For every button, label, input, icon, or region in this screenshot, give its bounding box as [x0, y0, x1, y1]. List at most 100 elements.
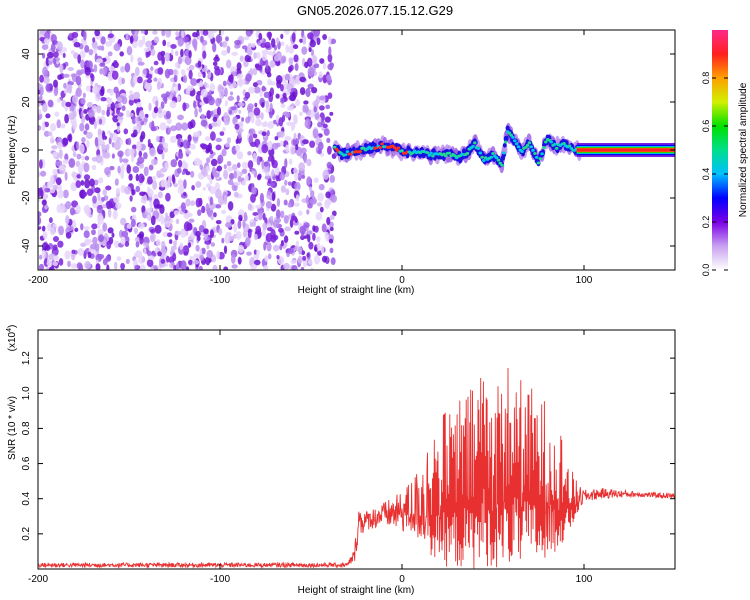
noise-speck [187, 134, 192, 143]
noise-speck [83, 230, 90, 239]
noise-speck [181, 30, 185, 39]
noise-speck [160, 215, 165, 225]
noise-speck [131, 115, 137, 125]
noise-speck [69, 207, 76, 216]
noise-speck [114, 261, 118, 270]
noise-speck [40, 170, 47, 177]
noise-speck [252, 212, 259, 216]
noise-speck [329, 214, 335, 220]
noise-speck [41, 44, 49, 50]
noise-speck [313, 30, 321, 37]
noise-speck [222, 126, 226, 132]
noise-speck [322, 34, 327, 40]
noise-speck [197, 60, 202, 68]
noise-speck [84, 45, 90, 53]
noise-speck [114, 103, 120, 109]
noise-speck [221, 50, 228, 56]
noise-speck [173, 74, 178, 83]
noise-speck [171, 85, 175, 93]
noise-speck [102, 150, 107, 158]
noise-speck [276, 255, 280, 260]
snr-y-label: SNR (10 * v/v) [7, 396, 18, 460]
noise-speck [64, 171, 68, 181]
noise-speck [288, 58, 293, 67]
noise-speck [248, 86, 255, 94]
noise-speck [210, 131, 216, 141]
track-peak [392, 146, 397, 150]
noise-speck [250, 42, 256, 48]
noise-speck [150, 66, 154, 72]
noise-speck [252, 82, 258, 88]
noise-speck [106, 109, 110, 117]
noise-speck [225, 222, 233, 228]
track-peak [525, 143, 530, 147]
noise-speck [79, 50, 86, 59]
noise-speck [200, 88, 208, 98]
noise-speck [161, 93, 168, 99]
noise-speck [131, 144, 137, 150]
noise-speck [292, 122, 296, 130]
noise-speck [45, 83, 51, 92]
noise-speck [251, 170, 255, 175]
noise-speck [97, 215, 104, 225]
noise-speck [280, 33, 284, 40]
noise-speck [316, 236, 321, 243]
noise-speck [185, 266, 190, 270]
track-peak [542, 146, 546, 150]
noise-speck [201, 205, 206, 214]
noise-speck [70, 50, 76, 55]
y-tick-label: 20 [21, 96, 32, 108]
noise-speck [141, 194, 148, 204]
noise-speck [139, 110, 145, 119]
noise-speck [263, 120, 268, 128]
noise-speck [114, 178, 119, 186]
noise-speck [41, 225, 46, 232]
noise-speck [130, 54, 134, 63]
noise-speck [133, 227, 138, 234]
noise-speck [297, 255, 303, 264]
noise-speck [156, 170, 162, 179]
noise-speck [180, 202, 186, 213]
noise-speck [126, 46, 133, 56]
noise-speck [128, 148, 135, 155]
noise-speck [55, 177, 62, 186]
noise-speck [162, 109, 167, 116]
noise-speck [208, 258, 212, 263]
noise-speck [216, 250, 220, 260]
noise-speck [274, 136, 279, 141]
noise-speck [287, 181, 292, 186]
noise-speck [265, 108, 271, 113]
noise-speck [71, 171, 78, 178]
noise-speck [139, 264, 146, 270]
noise-speck [48, 266, 55, 270]
noise-speck [89, 178, 95, 187]
noise-speck [330, 257, 336, 265]
noise-speck [150, 126, 157, 132]
noise-speck [280, 97, 285, 104]
noise-speck [320, 152, 325, 157]
noise-speck [67, 134, 72, 142]
noise-speck [157, 67, 164, 75]
noise-speck [96, 204, 103, 214]
noise-speck [249, 222, 254, 227]
track-peak [478, 151, 483, 155]
noise-speck [204, 136, 211, 142]
noise-speck [136, 141, 142, 151]
noise-speck [329, 62, 335, 68]
noise-speck [247, 48, 253, 57]
noise-speck [170, 48, 174, 56]
noise-speck [41, 199, 47, 206]
noise-speck [252, 152, 257, 163]
noise-speck [288, 66, 292, 73]
noise-speck [150, 215, 156, 226]
noise-speck [52, 51, 59, 58]
noise-speck [242, 230, 248, 238]
noise-speck [209, 83, 216, 92]
noise-speck [108, 208, 112, 218]
noise-speck [67, 260, 71, 268]
track-peak [540, 152, 544, 156]
noise-speck [145, 40, 153, 48]
noise-speck [71, 253, 76, 261]
noise-speck [206, 244, 210, 250]
